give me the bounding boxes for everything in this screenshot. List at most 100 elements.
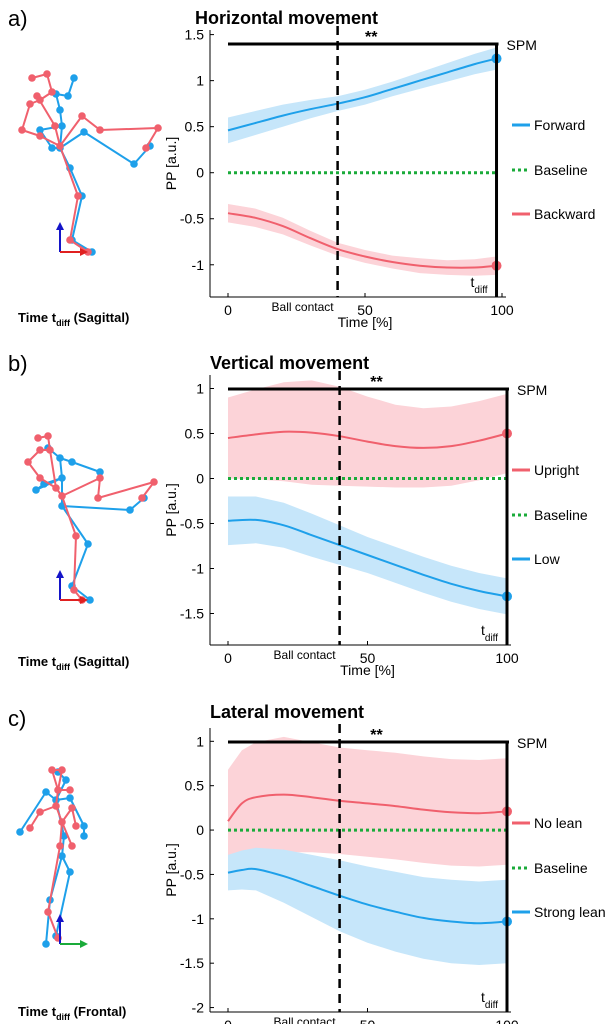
y-tick-label: -1.5 (180, 955, 204, 971)
skeleton-blue-joint (36, 126, 44, 134)
skeleton-blue-segment (61, 505, 131, 511)
skeleton-red-segment (47, 845, 61, 913)
confidence-band (228, 847, 507, 965)
skeleton-red-segment (81, 115, 101, 131)
skeleton-blue-joint (42, 788, 50, 796)
series-line-backward (227, 212, 497, 269)
caption-main: Time t (18, 654, 57, 669)
caption-sub: diff (56, 662, 71, 672)
skeleton-figure (16, 766, 88, 948)
legend-label: Low (534, 551, 561, 567)
skeleton-figure (18, 70, 162, 256)
panel-a: a) Horizontal movement Time tdiff (Sagitta… (8, 6, 595, 330)
y-tick-label: -0.5 (180, 516, 204, 532)
skeleton-blue-joint (80, 822, 88, 830)
skeleton-blue-joint (48, 144, 56, 152)
skeleton-blue-joint (70, 74, 78, 82)
ball-contact-label: Ball contact (272, 300, 335, 314)
y-axis-label: PP [a.u.] (163, 843, 179, 896)
skeleton-red-joint (48, 766, 56, 774)
y-tick-label: 0.5 (185, 426, 205, 442)
skeleton-blue-joint (80, 832, 88, 840)
y-tick-label: -1 (192, 561, 205, 577)
confidence-band (228, 47, 497, 144)
skeleton-blue-joint (16, 828, 24, 836)
skeleton-red-joint (26, 100, 34, 108)
skeleton-red-joint (18, 126, 26, 134)
chart-title: Horizontal movement (195, 8, 378, 28)
skeleton-red-joint (58, 818, 66, 826)
tdiff-label: tdiff (471, 274, 488, 296)
skeleton-red-joint (56, 842, 64, 850)
panel-label: b) (8, 351, 28, 376)
legend-label: Baseline (534, 860, 588, 876)
skeleton-red-segment (21, 103, 31, 131)
skeleton-blue-joint (126, 506, 134, 514)
skeleton-blue-segment (71, 195, 83, 241)
caption-main: Time t (18, 1004, 57, 1019)
y-tick-label: 1 (196, 733, 204, 749)
skeleton-blue-segment (83, 131, 135, 165)
skeleton-red-joint (46, 446, 54, 454)
tdiff-sub: diff (485, 1000, 498, 1011)
skeleton-blue-joint (80, 128, 88, 136)
y-tick-label: 0 (196, 165, 204, 181)
y-tick-label: 0 (196, 822, 204, 838)
y-tick-label: -1 (192, 911, 205, 927)
skeleton-red-joint (26, 824, 34, 832)
skeleton-red-segment (49, 449, 57, 489)
skeleton-red-joint (154, 124, 162, 132)
skeleton-blue-joint (130, 160, 138, 168)
panel-label: a) (8, 6, 28, 31)
skeleton-red-joint (94, 494, 102, 502)
caption-sub: diff (56, 318, 71, 328)
chart-title: Lateral movement (210, 702, 364, 722)
x-axis-label: Time [%] (338, 314, 393, 330)
skeleton-red-segment (73, 535, 77, 591)
y-axis-label: PP [a.u.] (163, 137, 179, 190)
y-tick-label: 1 (196, 73, 204, 89)
significance-stars: ** (370, 374, 383, 391)
skeleton-red-joint (54, 786, 62, 794)
significance-stars: ** (370, 727, 383, 744)
skeleton-blue-segment (71, 461, 101, 473)
skeleton-blue-segment (59, 131, 85, 149)
tdiff-sub: diff (474, 285, 487, 296)
skeleton-red-joint (43, 70, 51, 78)
skeleton-blue-joint (42, 940, 50, 948)
skeleton-red-joint (74, 192, 82, 200)
skeleton-blue-segment (69, 797, 85, 827)
skeleton-red-joint (150, 478, 158, 486)
skeleton-caption: Time tdiff (Sagittal) (18, 310, 129, 328)
legend-label: Baseline (534, 507, 588, 523)
spm-label: SPM (507, 37, 537, 53)
skeleton-red-joint (58, 766, 66, 774)
skeleton-blue-joint (60, 832, 68, 840)
y-tick-label: -2 (192, 1000, 205, 1016)
series-line-upright (227, 430, 508, 449)
skeleton-blue-segment (61, 505, 89, 545)
x-tick-label: 0 (224, 1017, 232, 1024)
skeleton-red-joint (24, 458, 32, 466)
skeleton-blue-joint (62, 776, 70, 784)
tdiff-label: tdiff (481, 989, 498, 1011)
arrowhead-icon (56, 222, 64, 230)
skeleton-blue-joint (58, 122, 66, 130)
skeleton-blue-joint (58, 474, 66, 482)
skeleton-red-joint (58, 492, 66, 500)
arrowhead-icon (80, 940, 88, 948)
skeleton-red-joint (52, 484, 60, 492)
legend-label: Backward (534, 206, 595, 222)
skeleton-blue-joint (86, 596, 94, 604)
y-tick-label: -0.5 (180, 866, 204, 882)
skeleton-red-segment (69, 195, 79, 241)
skeleton-blue-joint (68, 458, 76, 466)
x-tick-label: 100 (490, 302, 514, 318)
confidence-band (228, 204, 497, 276)
tdiff-label: tdiff (481, 622, 498, 644)
y-tick-label: -1 (192, 257, 205, 273)
skeleton-red-joint (36, 808, 44, 816)
skeleton-red-joint (96, 474, 104, 482)
